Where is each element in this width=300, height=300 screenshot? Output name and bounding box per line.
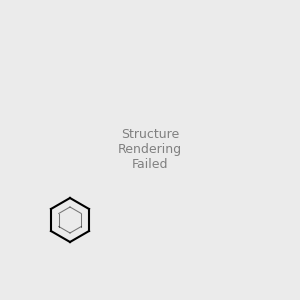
- Text: Structure
Rendering
Failed: Structure Rendering Failed: [118, 128, 182, 172]
